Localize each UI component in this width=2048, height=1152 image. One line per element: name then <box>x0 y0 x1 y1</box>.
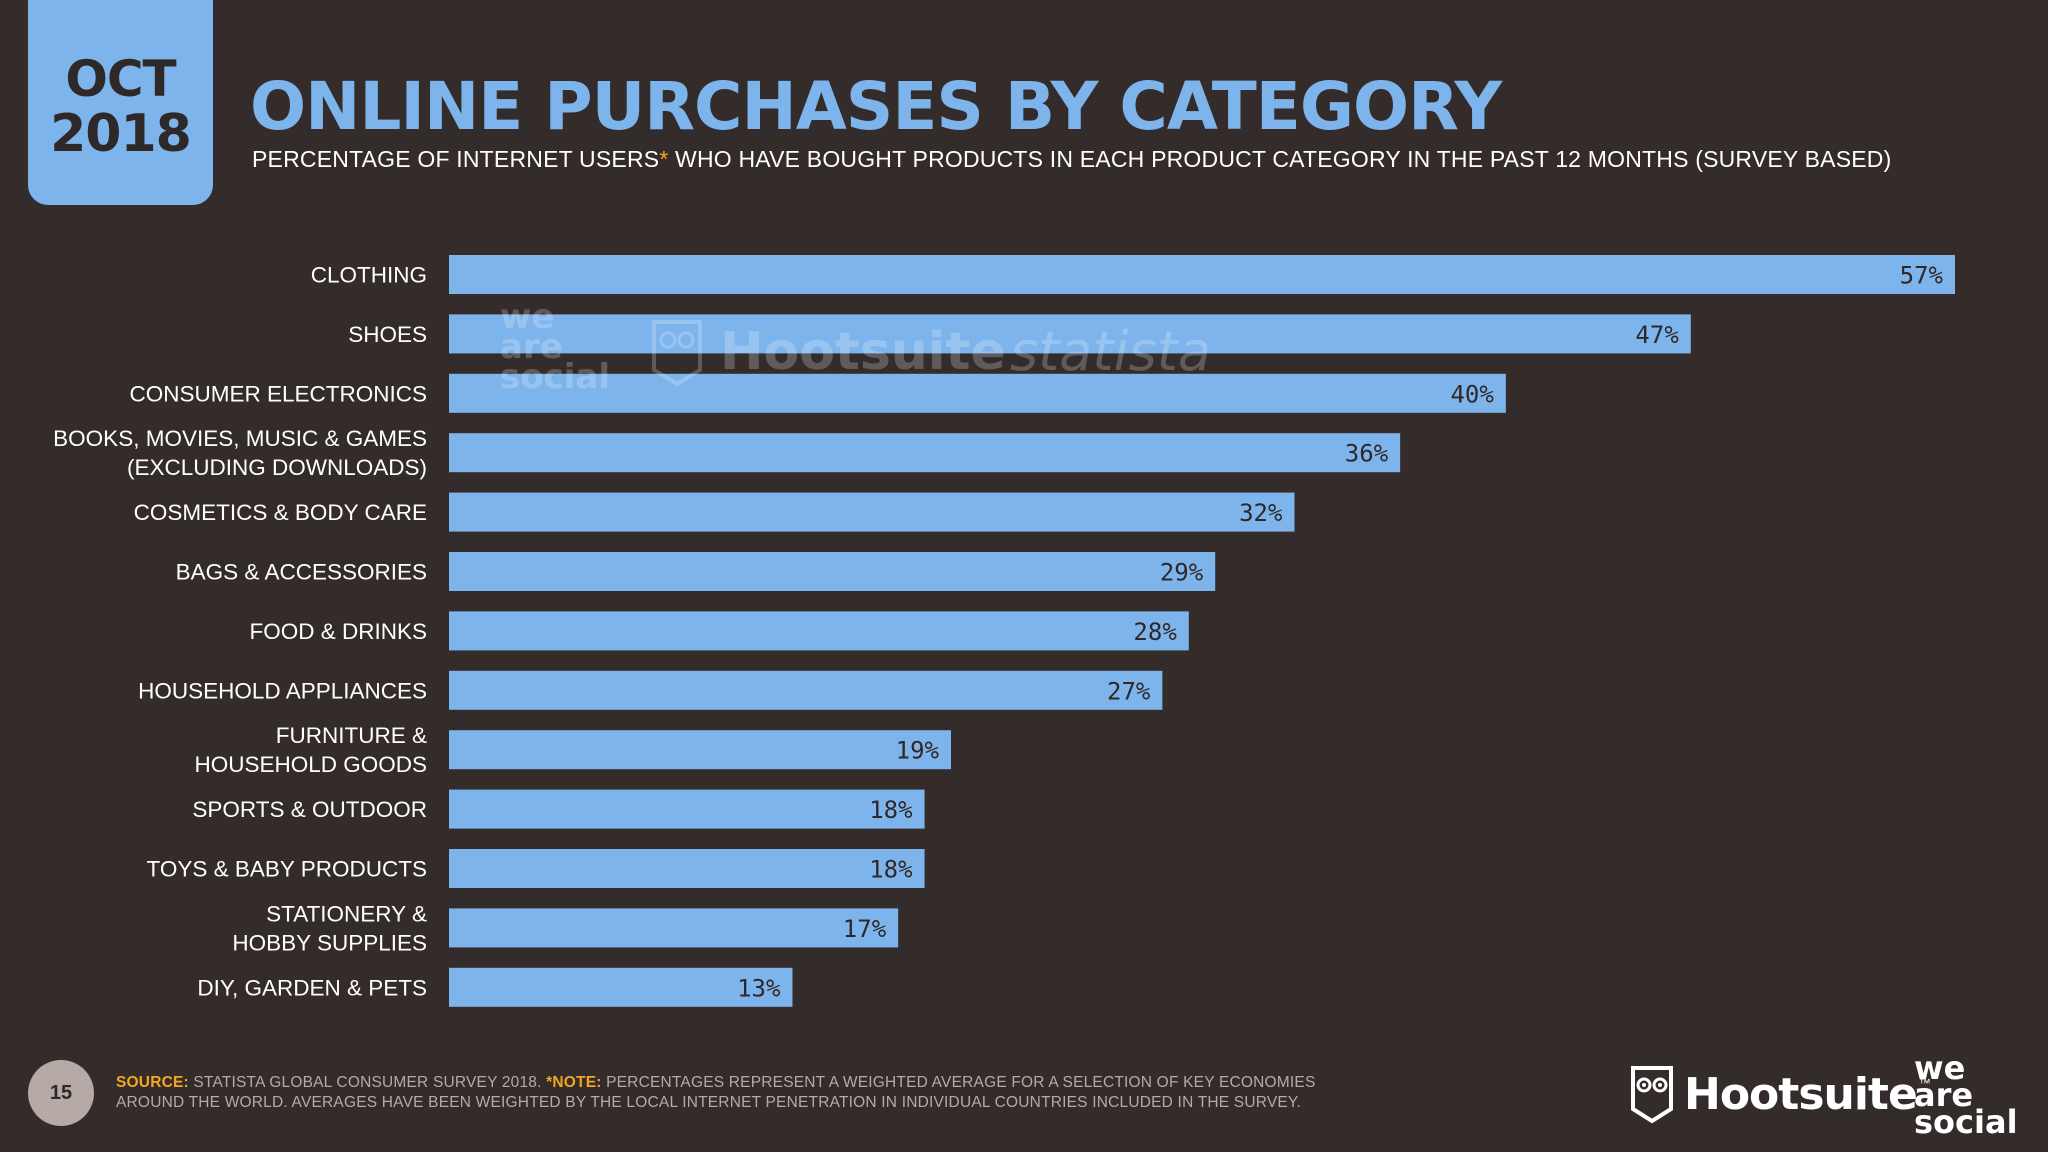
bar-value-label: 18% <box>869 856 913 884</box>
category-label-line: FURNITURE & <box>276 723 427 748</box>
page-number: 15 <box>28 1060 94 1126</box>
bar-value-label: 29% <box>1160 559 1204 587</box>
note-label: *NOTE: <box>546 1074 602 1091</box>
bar <box>449 255 1955 294</box>
category-label-line: COSMETICS & BODY CARE <box>134 500 427 525</box>
bar-value-label: 40% <box>1450 380 1494 408</box>
hootsuite-wordmark: Hootsuite <box>1684 1068 1918 1120</box>
category-label-line: BAGS & ACCESSORIES <box>176 560 427 585</box>
source-note: SOURCE: STATISTA GLOBAL CONSUMER SURVEY … <box>116 1073 1356 1113</box>
category-label: FURNITURE & HOUSEHOLD GOODS <box>194 723 427 777</box>
category-label: HOUSEHOLD APPLIANCES <box>138 678 427 703</box>
category-label-line: HOUSEHOLD GOODS <box>194 752 427 777</box>
subtitle-asterisk: * <box>659 146 669 172</box>
bar-value-label: 27% <box>1107 677 1151 705</box>
trademark-symbol: ™ <box>1918 1076 1931 1090</box>
bar <box>449 908 899 948</box>
date-badge: OCT 2018 <box>28 0 213 205</box>
bar <box>449 849 925 888</box>
source-label: SOURCE: <box>116 1074 189 1091</box>
category-label: TOYS & BABY PRODUCTS <box>147 857 428 882</box>
subtitle-rest: WHO HAVE BOUGHT PRODUCTS IN EACH PRODUCT… <box>668 146 1892 172</box>
category-label-line: HOUSEHOLD APPLIANCES <box>138 678 427 703</box>
page-title: ONLINE PURCHASES BY CATEGORY <box>250 68 1502 145</box>
subtitle-main: PERCENTAGE OF INTERNET USERS <box>252 146 660 172</box>
date-month: OCT <box>65 49 176 108</box>
category-label-line: STATIONERY & <box>266 901 427 926</box>
page-subtitle: PERCENTAGE OF INTERNET USERS* WHO HAVE B… <box>252 146 1891 173</box>
category-label: SHOES <box>348 322 427 347</box>
bar <box>449 670 1163 710</box>
bar <box>449 789 925 829</box>
category-label: CLOTHING <box>311 263 427 288</box>
category-label-line: CONSUMER ELECTRONICS <box>129 381 427 406</box>
category-label: FOOD & DRINKS <box>249 619 427 644</box>
bar-value-label: 28% <box>1133 618 1177 646</box>
bar-value-label: 57% <box>1900 262 1944 290</box>
bar <box>449 314 1691 354</box>
date-year: 2018 <box>50 103 192 164</box>
category-label-line: SPORTS & OUTDOOR <box>192 797 427 822</box>
category-label: STATIONERY & HOBBY SUPPLIES <box>232 901 427 955</box>
category-label: BOOKS, MOVIES, MUSIC & GAMES (EXCLUDING D… <box>53 426 427 480</box>
bar <box>449 967 793 1007</box>
bar <box>449 730 951 770</box>
note-text: PERCENTAGES REPRESENT A WEIGHTED AVERAGE… <box>116 1074 1316 1111</box>
bar-value-label: 36% <box>1345 440 1389 468</box>
category-label-line: HOBBY SUPPLIES <box>232 930 427 955</box>
bar-value-label: 32% <box>1239 499 1283 527</box>
bar-value-label: 19% <box>896 737 940 765</box>
source-text: STATISTA GLOBAL CONSUMER SURVEY 2018. <box>188 1074 547 1091</box>
category-label-line: TOYS & BABY PRODUCTS <box>147 857 428 882</box>
bar <box>449 373 1506 413</box>
category-label-line: CLOTHING <box>311 263 427 288</box>
bar <box>449 492 1295 532</box>
category-label: BAGS & ACCESSORIES <box>176 560 427 585</box>
hootsuite-logo: Hootsuite ™ <box>1630 1062 1931 1126</box>
bar <box>449 552 1216 591</box>
category-label: COSMETICS & BODY CARE <box>134 500 427 525</box>
category-label-line: SHOES <box>348 322 427 347</box>
category-label: SPORTS & OUTDOOR <box>192 797 427 822</box>
category-label-line: BOOKS, MOVIES, MUSIC & GAMES <box>53 426 427 451</box>
we-are-social-logo: we are social <box>1914 1049 2018 1141</box>
bar-value-label: 18% <box>869 796 913 824</box>
bar-value-label: 47% <box>1635 321 1679 349</box>
category-label-line: (EXCLUDING DOWNLOADS) <box>127 455 427 480</box>
category-label: DIY, GARDEN & PETS <box>197 975 427 1000</box>
bar <box>449 611 1189 651</box>
category-label: CONSUMER ELECTRONICS <box>129 381 427 406</box>
category-label-line: DIY, GARDEN & PETS <box>197 975 427 1000</box>
category-label-line: FOOD & DRINKS <box>249 619 427 644</box>
bar <box>449 433 1401 473</box>
bar-value-label: 17% <box>843 915 887 943</box>
bar-value-label: 13% <box>737 974 781 1002</box>
hootsuite-owl-icon <box>1631 1066 1673 1124</box>
